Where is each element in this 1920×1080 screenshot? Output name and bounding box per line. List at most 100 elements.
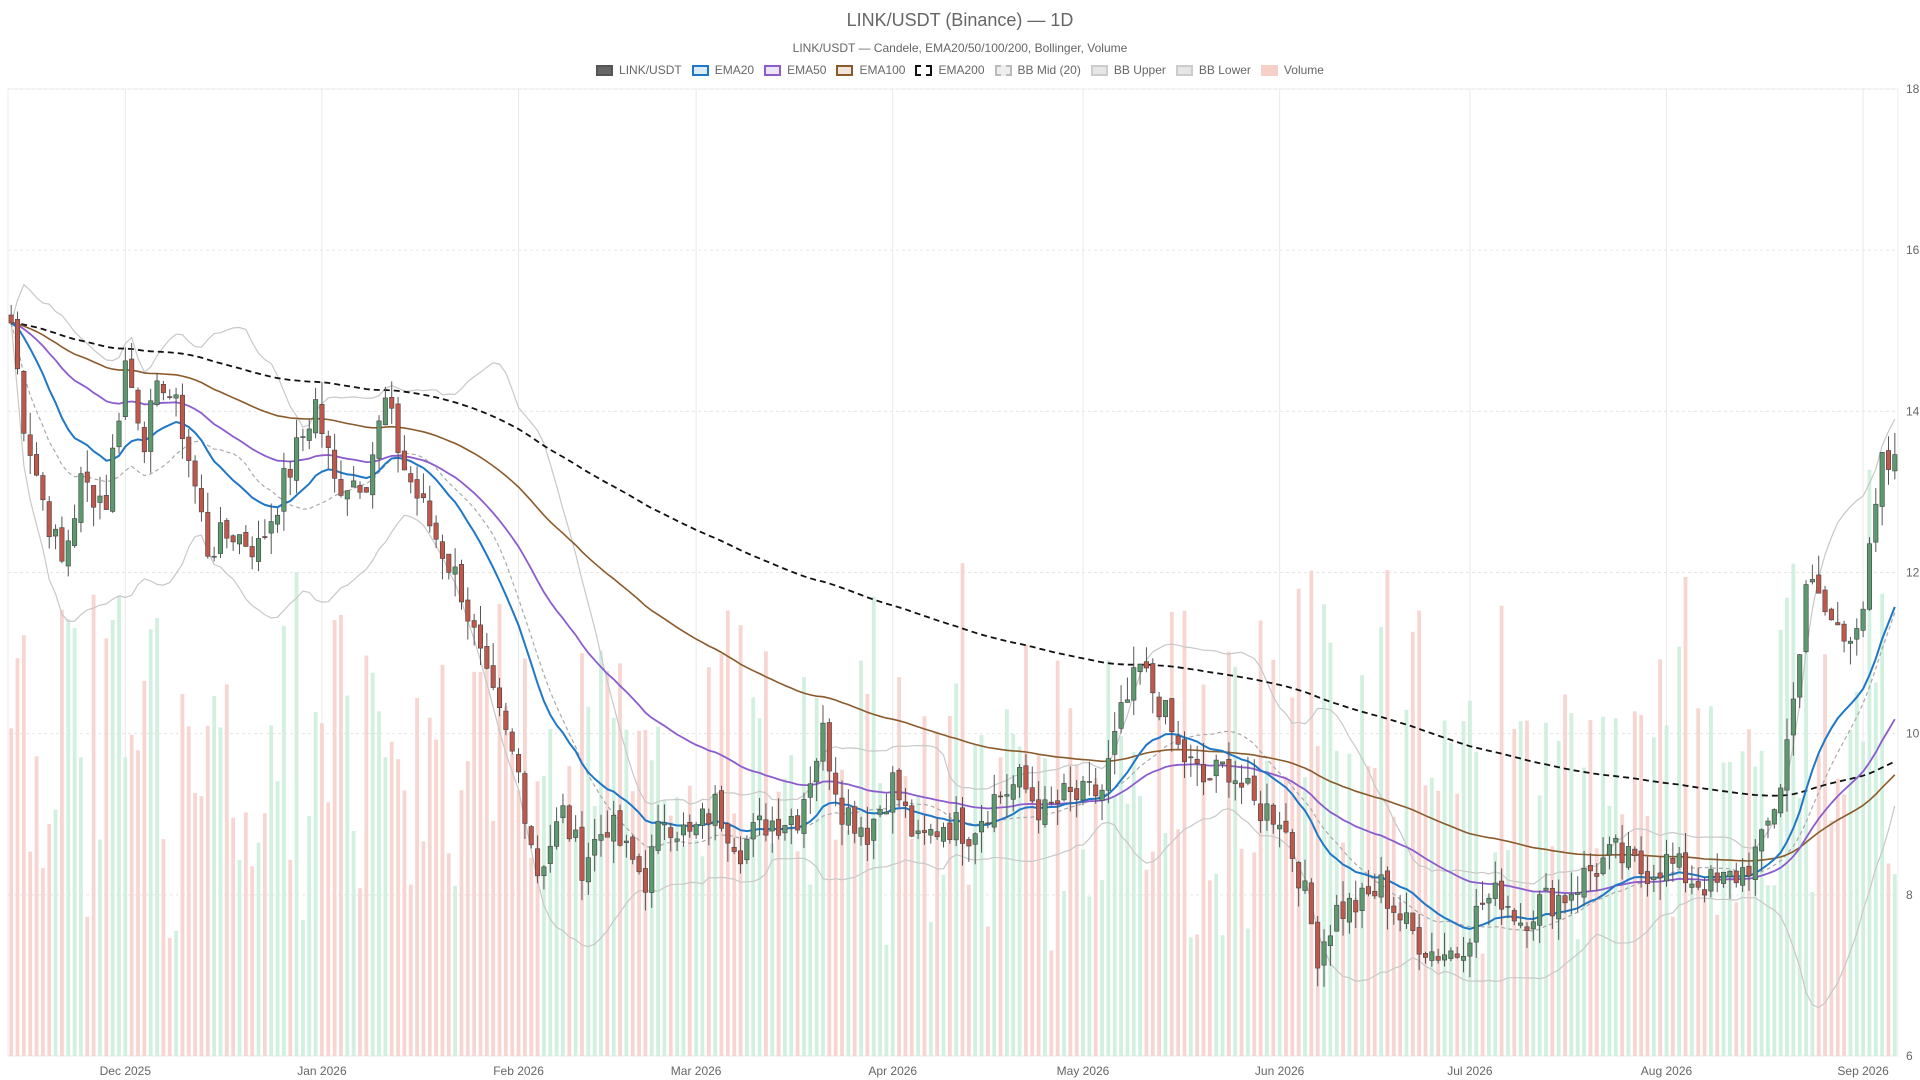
candle-body [1296,862,1302,889]
volume-bar [1150,851,1155,1056]
candle [1448,947,1454,962]
candle [503,702,509,736]
candle [1150,658,1156,714]
volume-bar [1632,711,1637,1056]
candle-body [953,812,959,841]
volume-bar [186,726,191,1056]
candle [687,814,693,838]
candle [1587,853,1593,891]
legend-item[interactable]: BB Lower [1175,63,1251,77]
candle-body [763,819,769,836]
volume-bar [1017,746,1022,1056]
candle-body [1581,867,1587,898]
candle-body [1816,574,1822,594]
candle [205,492,211,559]
candle [1080,776,1086,806]
candle-body [1594,873,1600,877]
volume-bar [573,832,578,1056]
volume-bar [611,717,616,1056]
candle [661,804,667,841]
legend-item[interactable]: LINK/USDT [596,63,682,77]
candle-body [801,799,807,834]
x-tick-label: Sep 2026 [1837,1064,1889,1078]
candle [1017,763,1023,798]
ema-lines [10,322,1896,931]
volume-bar [402,790,407,1056]
ema50-line [10,322,1896,894]
candle-body [268,521,274,534]
candle-body [1188,756,1194,759]
volume-bar [1163,833,1168,1056]
legend-swatch [596,64,614,76]
candle-body [934,831,940,838]
candle-body [1264,803,1270,821]
y-tick-label: 18 [1906,82,1920,96]
candle-body [1714,872,1720,883]
candle [1169,698,1175,752]
candle-body [1866,543,1872,610]
volume-bar [53,809,58,1056]
candle [573,815,579,842]
volume-bar [1341,842,1345,1056]
candle-body [1074,788,1080,800]
volume-bar [377,711,381,1056]
volume-bar [1683,576,1688,1056]
candle-body [1150,663,1156,694]
volume-bar [1252,852,1257,1056]
candle-body [1207,778,1213,781]
candle-body [750,822,756,840]
candle-body [395,403,401,453]
legend-item[interactable]: EMA200 [915,63,985,77]
candle-body [1315,921,1321,969]
volume-bar [827,738,832,1056]
candle-body [1568,894,1574,901]
volume-bar [529,857,534,1056]
candle [1727,870,1733,899]
volume-bar [1011,733,1016,1056]
candle [1575,876,1581,913]
legend-swatch [691,64,709,76]
candle [65,529,71,577]
volume-bar [1607,806,1612,1056]
volume-bar [833,839,838,1056]
volume-bar [465,761,470,1056]
candle [953,796,959,847]
candle [763,803,769,842]
volume-bar [1772,885,1777,1056]
candle [154,372,160,407]
volume-bar [250,866,255,1056]
candle [1670,842,1676,882]
candle [477,606,484,666]
candle-body [129,358,135,388]
legend-item[interactable]: BB Mid (20) [994,63,1081,77]
volume-bar [675,797,680,1056]
volume-bar [1854,691,1859,1056]
candle-body [1600,857,1606,875]
volume-bar [548,728,553,1056]
candle [1676,847,1682,869]
candle [560,793,566,824]
candle [262,519,268,540]
legend-item[interactable]: EMA20 [691,63,754,77]
candle-body [1302,880,1308,891]
volume-bar [98,839,102,1056]
candle-body [1638,850,1644,875]
volume-bar [358,888,362,1056]
candle-body [1733,870,1739,884]
volume-bar [935,731,940,1056]
candle [617,804,623,847]
legend-item[interactable]: Volume [1260,63,1324,77]
legend-item[interactable]: EMA100 [836,63,905,77]
candle-body [1061,783,1067,801]
candle-body [351,480,357,488]
volume-bar [1005,709,1009,1056]
volume-bar [1829,820,1834,1056]
candle-body [1549,888,1555,917]
legend-item[interactable]: BB Upper [1090,63,1166,77]
candle [535,835,541,884]
legend-item[interactable]: EMA50 [764,63,826,77]
candle [1600,837,1606,876]
candle [173,387,179,417]
volume-bar [237,859,242,1056]
